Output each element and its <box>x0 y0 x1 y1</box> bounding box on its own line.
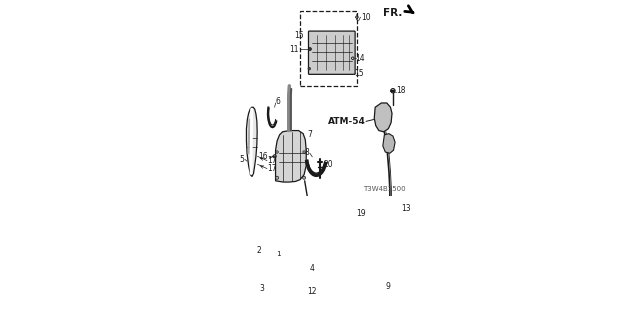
Text: 18: 18 <box>396 86 406 95</box>
Circle shape <box>351 57 354 60</box>
Circle shape <box>367 212 369 214</box>
Polygon shape <box>246 107 257 177</box>
Circle shape <box>308 255 316 262</box>
Circle shape <box>309 252 310 254</box>
Circle shape <box>308 258 309 259</box>
Circle shape <box>271 267 273 270</box>
Circle shape <box>308 68 310 70</box>
Circle shape <box>316 258 317 259</box>
Text: T3W4B3500: T3W4B3500 <box>363 186 405 192</box>
Text: 11: 11 <box>290 44 299 53</box>
Polygon shape <box>383 134 395 153</box>
Text: 15: 15 <box>355 69 364 78</box>
Circle shape <box>314 252 316 254</box>
Bar <box>300 11 356 86</box>
FancyBboxPatch shape <box>308 31 355 74</box>
Circle shape <box>384 273 392 281</box>
Circle shape <box>310 279 315 284</box>
Text: 10: 10 <box>362 13 371 22</box>
Polygon shape <box>276 131 306 182</box>
Text: 13: 13 <box>401 204 410 213</box>
Text: ATM-54: ATM-54 <box>328 117 365 126</box>
Circle shape <box>308 47 312 51</box>
Polygon shape <box>374 103 392 132</box>
Circle shape <box>266 239 269 243</box>
Text: 3: 3 <box>259 284 264 292</box>
Text: 7: 7 <box>307 130 312 139</box>
Text: 19: 19 <box>356 209 365 218</box>
Text: 6: 6 <box>276 97 281 106</box>
Text: 2: 2 <box>257 245 261 255</box>
Circle shape <box>276 176 278 179</box>
Text: 20: 20 <box>324 160 333 169</box>
Text: 17: 17 <box>268 156 277 165</box>
Circle shape <box>276 151 278 153</box>
Text: FR.: FR. <box>383 9 403 19</box>
Circle shape <box>310 257 314 260</box>
Text: 15: 15 <box>294 31 304 40</box>
Circle shape <box>312 266 313 267</box>
Text: 5: 5 <box>239 155 244 164</box>
Circle shape <box>273 155 276 158</box>
Text: 8: 8 <box>305 148 309 156</box>
Circle shape <box>312 250 313 251</box>
Text: 14: 14 <box>355 54 365 63</box>
Circle shape <box>386 275 390 279</box>
Circle shape <box>309 264 310 265</box>
Text: 16: 16 <box>259 152 268 161</box>
Text: 1: 1 <box>276 252 281 257</box>
Circle shape <box>311 281 314 283</box>
Text: 9: 9 <box>386 282 391 292</box>
Bar <box>263 227 305 275</box>
Circle shape <box>303 176 305 179</box>
Text: 12: 12 <box>308 287 317 296</box>
Circle shape <box>391 89 395 93</box>
Circle shape <box>356 16 358 18</box>
Circle shape <box>303 151 305 153</box>
Polygon shape <box>266 283 278 296</box>
Circle shape <box>397 208 401 212</box>
Text: 4: 4 <box>310 264 315 273</box>
Circle shape <box>314 264 316 265</box>
Circle shape <box>280 262 284 265</box>
Text: 17: 17 <box>268 164 277 173</box>
Circle shape <box>366 211 371 215</box>
